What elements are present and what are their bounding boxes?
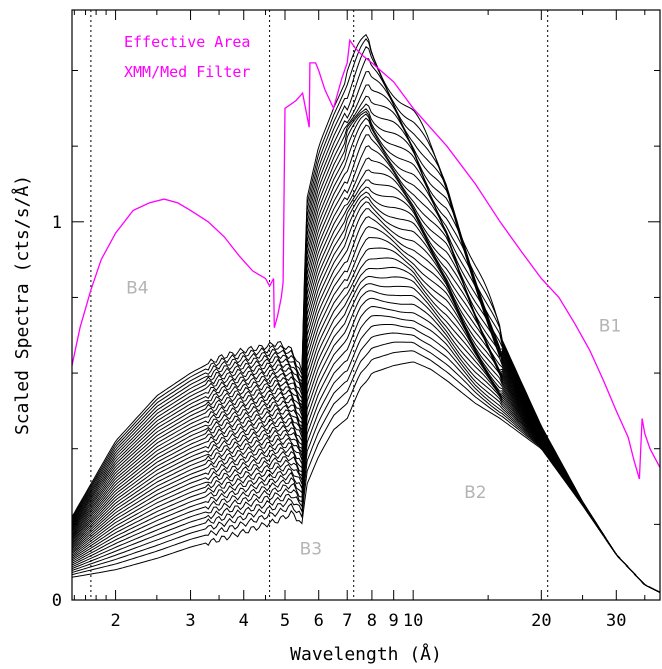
band-label-b1: B1 <box>599 316 621 336</box>
spectrum-line <box>71 191 661 593</box>
legend-entry-effective-area: Effective Area <box>124 33 250 51</box>
spectrum-line <box>71 124 661 593</box>
y-tick-label: 1 <box>52 213 62 233</box>
legend-entry-filter: XMM/Med Filter <box>124 63 250 81</box>
x-tick-label: 4 <box>239 611 249 631</box>
spectrum-line <box>71 350 661 593</box>
spectrum-line <box>71 324 661 593</box>
spectrum-line <box>71 84 661 593</box>
x-tick-label: 3 <box>185 611 195 631</box>
spectrum-line <box>71 108 661 593</box>
x-tick-label: 5 <box>280 611 290 631</box>
x-tick-label: 7 <box>342 611 352 631</box>
x-tick-label: 9 <box>389 611 399 631</box>
spectrum-line <box>71 226 661 593</box>
x-tick-label: 2 <box>110 611 120 631</box>
x-ticks: 2 3 4 5 6 7 8 9 10 20 30 <box>73 10 646 631</box>
spectrum-line <box>71 145 661 593</box>
spectrum-line <box>71 341 661 593</box>
spectrum-line <box>71 113 661 593</box>
x-tick-label: 20 <box>531 611 551 631</box>
effective-area-line <box>71 38 661 480</box>
spectra-lines <box>71 33 661 593</box>
band-boundaries <box>90 10 549 600</box>
plot-frame <box>71 9 661 601</box>
spectrum-line <box>71 257 661 593</box>
spectrum-line <box>71 57 661 593</box>
spectrum-line <box>71 247 661 593</box>
spectrum-line <box>71 33 661 593</box>
x-axis-label: Wavelength (Å) <box>290 643 442 665</box>
spectrum-line <box>71 186 661 593</box>
band-label-b3: B3 <box>300 540 322 560</box>
spectrum-line <box>71 110 661 593</box>
x-tick-label: 30 <box>606 611 626 631</box>
spectrum-line <box>71 157 661 593</box>
x-tick-label: 6 <box>314 611 324 631</box>
band-label-b2: B2 <box>464 483 486 503</box>
spectrum-line <box>71 179 661 593</box>
y-axis-label: Scaled Spectra (cts/s/Å) <box>11 175 33 435</box>
band-labels: B4 B3 B2 B1 <box>126 279 621 560</box>
spectrum-line <box>71 332 661 593</box>
y-tick-label: 0 <box>52 591 62 611</box>
x-tick-label: 8 <box>367 611 377 631</box>
x-tick-label: 10 <box>403 611 423 631</box>
spectrum-line <box>71 37 661 593</box>
spectrum-line <box>71 314 661 593</box>
spectrum-line <box>71 196 661 593</box>
spectrum-line <box>71 275 661 593</box>
y-ticks: 01 <box>52 70 660 611</box>
band-label-b4: B4 <box>126 279 148 299</box>
